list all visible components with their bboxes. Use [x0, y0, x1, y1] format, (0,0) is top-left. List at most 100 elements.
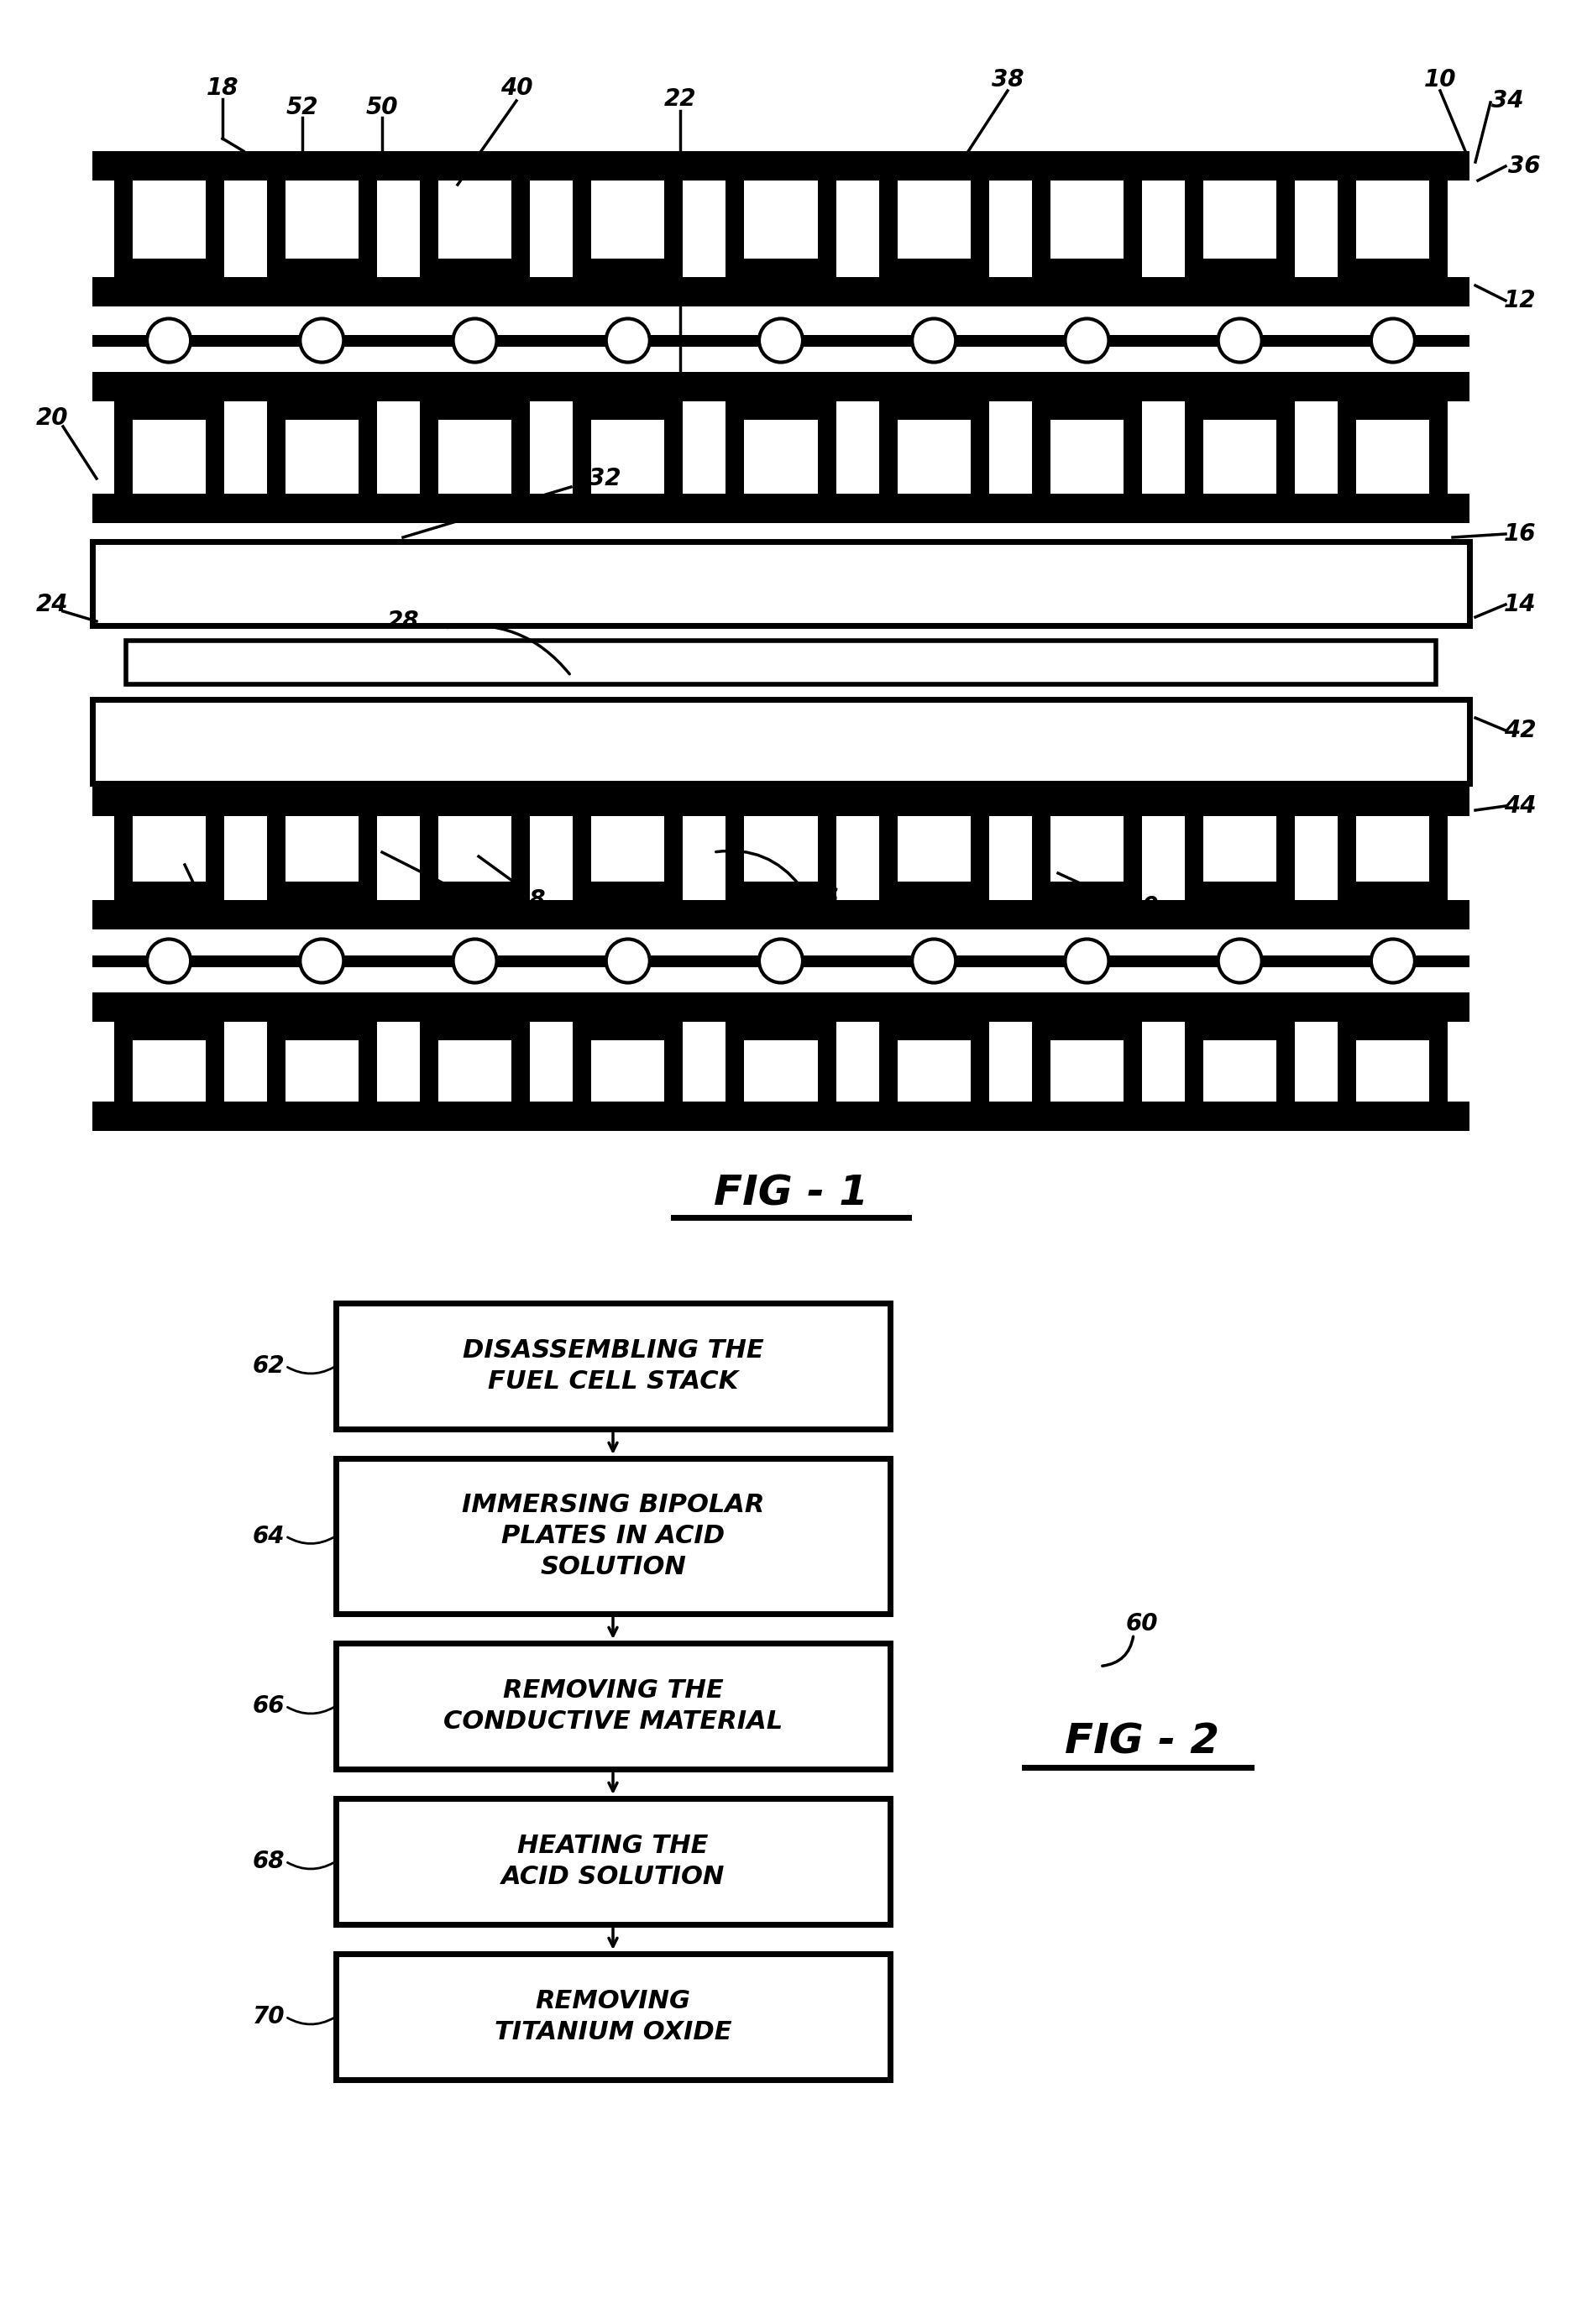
Bar — [726, 181, 744, 277]
Bar — [511, 402, 530, 493]
Bar — [92, 493, 1470, 523]
Text: 56: 56 — [190, 895, 221, 918]
Text: 52: 52 — [286, 95, 318, 119]
Bar — [267, 1023, 285, 1102]
Bar — [970, 402, 989, 493]
Bar — [419, 881, 530, 899]
Bar — [92, 700, 1470, 783]
Bar — [818, 181, 835, 277]
Bar — [114, 402, 225, 421]
Bar — [1031, 181, 1050, 277]
Bar — [1123, 402, 1142, 493]
Bar — [359, 402, 377, 493]
Circle shape — [759, 318, 802, 363]
Bar — [573, 816, 592, 899]
Bar — [664, 402, 683, 493]
Bar — [880, 258, 989, 277]
Bar — [114, 881, 225, 899]
Bar — [206, 402, 225, 493]
Bar — [1185, 402, 1204, 493]
Bar — [573, 881, 683, 899]
Circle shape — [147, 939, 191, 983]
Bar — [818, 816, 835, 899]
Text: 26: 26 — [807, 888, 838, 911]
Text: 30: 30 — [1126, 895, 1158, 918]
Text: 66: 66 — [253, 1694, 285, 1717]
Bar — [1338, 402, 1448, 421]
Bar — [1430, 1023, 1448, 1102]
Text: 48: 48 — [513, 888, 546, 911]
Bar — [267, 402, 377, 421]
Text: IMMERSING BIPOLAR
PLATES IN ACID
SOLUTION: IMMERSING BIPOLAR PLATES IN ACID SOLUTIO… — [462, 1492, 764, 1580]
Bar — [92, 541, 1470, 625]
Bar — [206, 181, 225, 277]
Text: 14: 14 — [1504, 593, 1536, 616]
Bar — [267, 881, 377, 899]
Bar — [267, 402, 285, 493]
Bar — [573, 1023, 592, 1102]
Bar — [726, 1023, 835, 1041]
Bar — [1338, 402, 1356, 493]
Circle shape — [1065, 318, 1109, 363]
Bar — [818, 1023, 835, 1102]
Circle shape — [452, 939, 497, 983]
Bar — [419, 816, 438, 899]
Bar — [419, 1023, 438, 1102]
Bar — [1185, 258, 1296, 277]
Bar — [880, 402, 897, 493]
Bar — [92, 372, 1470, 402]
Bar — [1338, 1023, 1356, 1102]
Bar — [206, 1023, 225, 1102]
Bar — [359, 181, 377, 277]
Text: 64: 64 — [253, 1525, 285, 1548]
Bar — [726, 816, 744, 899]
Text: 12: 12 — [1504, 288, 1536, 311]
Text: REMOVING
TITANIUM OXIDE: REMOVING TITANIUM OXIDE — [494, 1989, 731, 2045]
Bar — [1185, 1023, 1204, 1102]
Text: 62: 62 — [253, 1355, 285, 1378]
Circle shape — [1218, 318, 1262, 363]
Text: 50: 50 — [365, 95, 399, 119]
Bar — [127, 641, 1436, 683]
Text: 70: 70 — [253, 2006, 285, 2029]
Circle shape — [606, 318, 650, 363]
Bar — [267, 816, 285, 899]
Bar — [1338, 258, 1448, 277]
Text: 10: 10 — [1424, 67, 1457, 91]
Bar — [970, 181, 989, 277]
Bar — [1123, 181, 1142, 277]
Bar — [359, 816, 377, 899]
Bar — [92, 788, 1470, 816]
Bar — [573, 181, 592, 277]
Text: 34: 34 — [1492, 88, 1523, 112]
Bar — [1338, 881, 1448, 899]
Text: 38: 38 — [992, 67, 1024, 91]
Circle shape — [1218, 939, 1262, 983]
Bar — [1185, 1023, 1296, 1041]
Bar — [573, 258, 683, 277]
Bar — [419, 402, 438, 493]
Text: 24: 24 — [36, 593, 68, 616]
Bar — [573, 402, 683, 421]
Text: 42: 42 — [1504, 718, 1536, 741]
Bar — [419, 258, 530, 277]
Bar — [1430, 181, 1448, 277]
Bar — [1338, 816, 1356, 899]
Bar — [511, 181, 530, 277]
Bar — [92, 335, 1470, 346]
Bar — [267, 258, 377, 277]
Text: 28: 28 — [388, 609, 419, 632]
Bar — [573, 402, 592, 493]
Bar — [92, 955, 1470, 967]
Text: 22: 22 — [664, 88, 696, 112]
Bar — [664, 181, 683, 277]
Bar — [664, 816, 683, 899]
Circle shape — [452, 318, 497, 363]
Bar — [1031, 402, 1050, 493]
Text: 18: 18 — [206, 77, 239, 100]
Circle shape — [301, 318, 343, 363]
Text: 54: 54 — [114, 892, 146, 918]
Text: REMOVING THE
CONDUCTIVE MATERIAL: REMOVING THE CONDUCTIVE MATERIAL — [443, 1678, 783, 1734]
Text: 44: 44 — [1504, 795, 1536, 818]
Bar — [880, 1023, 897, 1102]
